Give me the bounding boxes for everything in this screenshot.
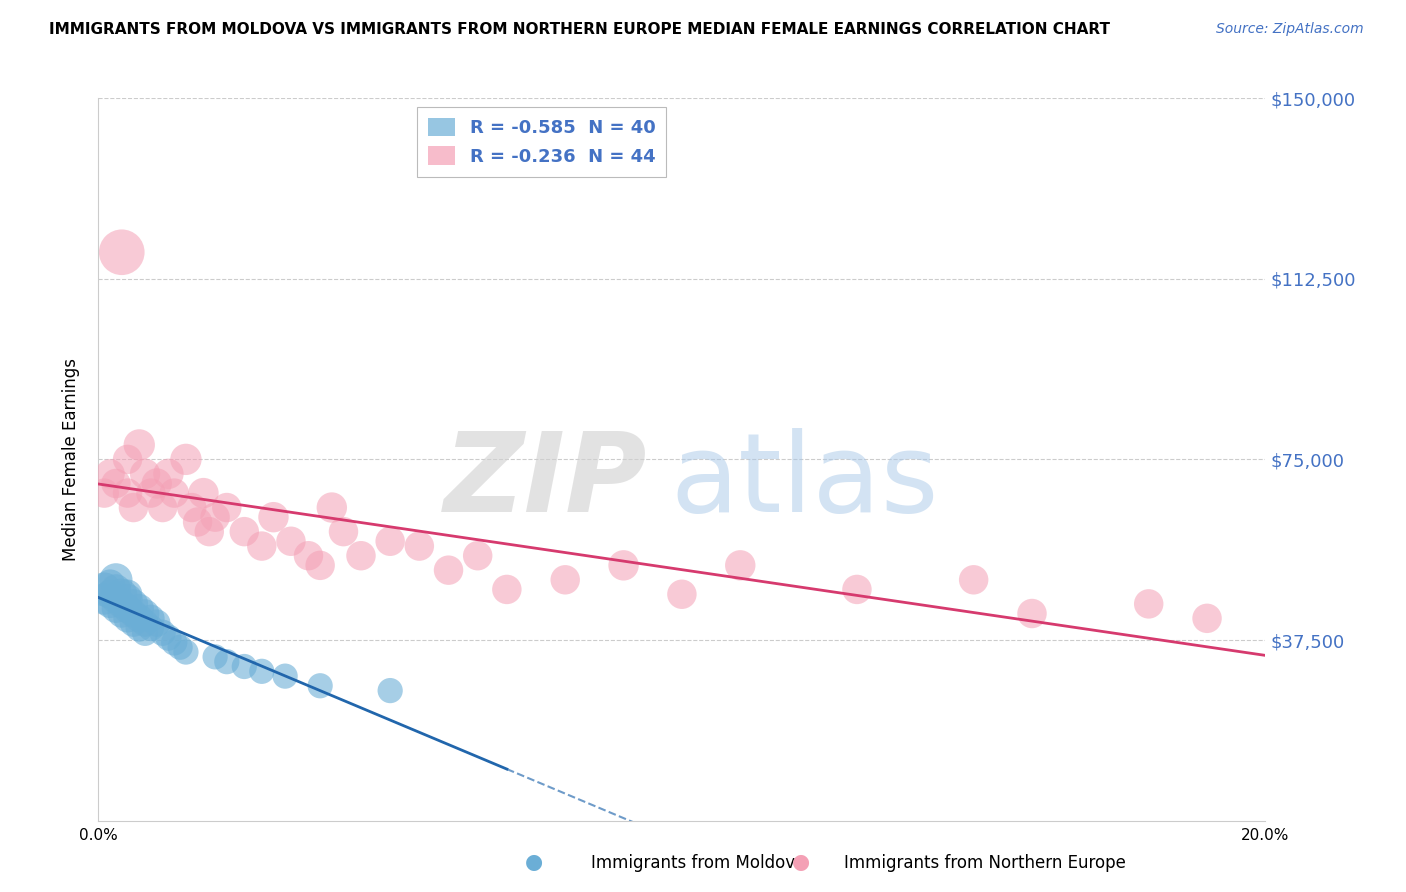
Point [204, 510, 226, 524]
Text: Source: ZipAtlas.com: Source: ZipAtlas.com [1216, 22, 1364, 37]
Point [309, 679, 332, 693]
Point [350, 549, 373, 563]
Point [297, 549, 319, 563]
Point [117, 611, 139, 625]
Point [180, 500, 202, 515]
Point [117, 452, 139, 467]
Y-axis label: Median Female Earnings: Median Female Earnings [62, 358, 80, 561]
Point [163, 635, 186, 649]
Text: Immigrants from Moldova: Immigrants from Moldova [591, 855, 804, 872]
Point [163, 486, 186, 500]
Point [128, 601, 150, 615]
Point [122, 616, 145, 631]
Point [730, 558, 752, 573]
Point [134, 625, 156, 640]
Point [1137, 597, 1160, 611]
Point [111, 245, 134, 260]
Point [198, 524, 221, 539]
Point [117, 592, 139, 607]
Point [146, 476, 169, 491]
Point [128, 438, 150, 452]
Point [111, 587, 134, 601]
Point [134, 467, 156, 481]
Point [321, 500, 343, 515]
Point [139, 486, 162, 500]
Point [134, 607, 156, 621]
Point [380, 534, 402, 549]
Point [98, 577, 121, 591]
Point [122, 500, 145, 515]
Text: ZIP: ZIP [443, 427, 647, 534]
Point [104, 582, 127, 597]
Point [215, 655, 238, 669]
Point [962, 573, 984, 587]
Point [262, 510, 284, 524]
Point [93, 592, 115, 607]
Point [250, 539, 273, 553]
Point [408, 539, 430, 553]
Point [157, 467, 180, 481]
Point [846, 582, 869, 597]
Point [146, 616, 169, 631]
Point [1195, 611, 1218, 625]
Point [612, 558, 634, 573]
Point [111, 607, 134, 621]
Point [104, 573, 127, 587]
Text: IMMIGRANTS FROM MOLDOVA VS IMMIGRANTS FROM NORTHERN EUROPE MEDIAN FEMALE EARNING: IMMIGRANTS FROM MOLDOVA VS IMMIGRANTS FR… [49, 22, 1111, 37]
Point [187, 515, 209, 529]
Point [250, 665, 273, 679]
Point [128, 611, 150, 625]
Point [215, 500, 238, 515]
Point [139, 621, 162, 635]
Point [204, 649, 226, 664]
Point [98, 597, 121, 611]
Legend: R = -0.585  N = 40, R = -0.236  N = 44: R = -0.585 N = 40, R = -0.236 N = 44 [418, 107, 666, 177]
Text: ●: ● [793, 853, 810, 872]
Point [554, 573, 576, 587]
Point [111, 597, 134, 611]
Point [117, 587, 139, 601]
Point [122, 607, 145, 621]
Point [98, 587, 121, 601]
Point [280, 534, 302, 549]
Point [104, 601, 127, 615]
Text: atlas: atlas [671, 427, 939, 534]
Point [193, 486, 215, 500]
Point [274, 669, 297, 683]
Point [380, 683, 402, 698]
Point [93, 486, 115, 500]
Point [152, 500, 174, 515]
Point [437, 563, 460, 577]
Point [332, 524, 354, 539]
Point [117, 486, 139, 500]
Point [309, 558, 332, 573]
Point [233, 659, 256, 673]
Point [128, 621, 150, 635]
Point [122, 597, 145, 611]
Text: Immigrants from Northern Europe: Immigrants from Northern Europe [844, 855, 1125, 872]
Text: ●: ● [526, 853, 543, 872]
Point [233, 524, 256, 539]
Point [98, 467, 121, 481]
Point [104, 592, 127, 607]
Point [671, 587, 693, 601]
Point [93, 582, 115, 597]
Point [169, 640, 191, 655]
Point [134, 616, 156, 631]
Point [104, 476, 127, 491]
Point [152, 625, 174, 640]
Point [174, 645, 197, 659]
Point [117, 601, 139, 615]
Point [496, 582, 519, 597]
Point [157, 631, 180, 645]
Point [1021, 607, 1043, 621]
Point [467, 549, 489, 563]
Point [139, 611, 162, 625]
Point [174, 452, 197, 467]
